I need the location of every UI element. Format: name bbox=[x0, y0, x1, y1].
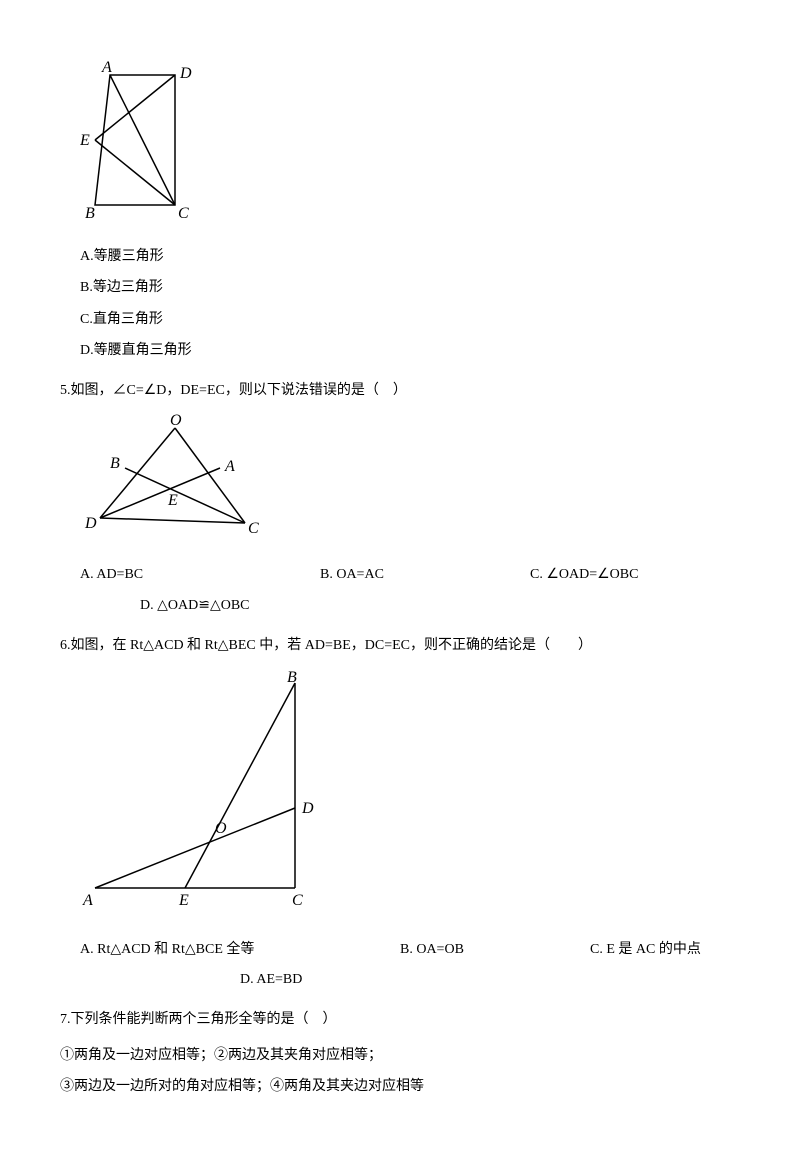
diagram-trapezoid: A D E B C bbox=[80, 60, 200, 220]
q7-line2: ③两边及一边所对的角对应相等；④两角及其夹边对应相等 bbox=[60, 1074, 740, 1099]
label-E: E bbox=[80, 132, 90, 149]
label-C: C bbox=[292, 892, 303, 909]
q7-text: 7.下列条件能判断两个三角形全等的是（ ） bbox=[60, 1007, 740, 1032]
q5-option-b: B. OA=AC bbox=[320, 562, 530, 587]
label-A: A bbox=[224, 458, 235, 475]
label-E: E bbox=[178, 892, 189, 909]
q6-option-c: C. E 是 AC 的中点 bbox=[590, 937, 740, 962]
option-a: A.等腰三角形 bbox=[80, 244, 740, 269]
q5-option-c: C. ∠OAD=∠OBC bbox=[530, 562, 730, 587]
label-D: D bbox=[84, 515, 97, 532]
option-d: D.等腰直角三角形 bbox=[80, 338, 740, 363]
label-B: B bbox=[110, 455, 120, 472]
q5-text: 5.如图，∠C=∠D，DE=EC，则以下说法错误的是（ ） bbox=[60, 378, 740, 403]
option-b: B.等边三角形 bbox=[80, 275, 740, 300]
q4-options: A.等腰三角形 B.等边三角形 C.直角三角形 D.等腰直角三角形 bbox=[80, 244, 740, 363]
label-A: A bbox=[82, 892, 93, 909]
label-A: A bbox=[101, 60, 112, 76]
figure-q6: B D O A E C bbox=[80, 668, 740, 922]
label-D: D bbox=[301, 800, 314, 817]
q7-line1: ①两角及一边对应相等；②两边及其夹角对应相等； bbox=[60, 1043, 740, 1068]
q5-option-a: A. AD=BC bbox=[80, 562, 320, 587]
label-C: C bbox=[248, 520, 259, 537]
q6-option-b: B. OA=OB bbox=[400, 937, 590, 962]
q6-text: 6.如图，在 Rt△ACD 和 Rt△BEC 中，若 AD=BE，DC=EC，则… bbox=[60, 633, 740, 658]
label-O: O bbox=[215, 820, 227, 837]
label-B: B bbox=[287, 669, 297, 686]
q5-options: A. AD=BC B. OA=AC C. ∠OAD=∠OBC D. △OAD≌△… bbox=[60, 562, 740, 617]
label-O: O bbox=[170, 413, 182, 429]
label-E: E bbox=[167, 492, 178, 509]
figure-q5: O B A E D C bbox=[80, 413, 740, 547]
diagram-q5: O B A E D C bbox=[80, 413, 265, 538]
q5-option-d: D. △OAD≌△OBC bbox=[140, 593, 740, 618]
q6-option-d: D. AE=BD bbox=[240, 967, 740, 992]
option-c: C.直角三角形 bbox=[80, 307, 740, 332]
diagram-q6: B D O A E C bbox=[80, 668, 320, 913]
label-C: C bbox=[178, 205, 189, 220]
label-B: B bbox=[85, 205, 95, 220]
q6-options: A. Rt△ACD 和 Rt△BCE 全等 B. OA=OB C. E 是 AC… bbox=[60, 937, 740, 992]
figure-q4: A D E B C bbox=[80, 60, 740, 229]
q6-option-a: A. Rt△ACD 和 Rt△BCE 全等 bbox=[80, 937, 400, 962]
label-D: D bbox=[179, 65, 192, 82]
